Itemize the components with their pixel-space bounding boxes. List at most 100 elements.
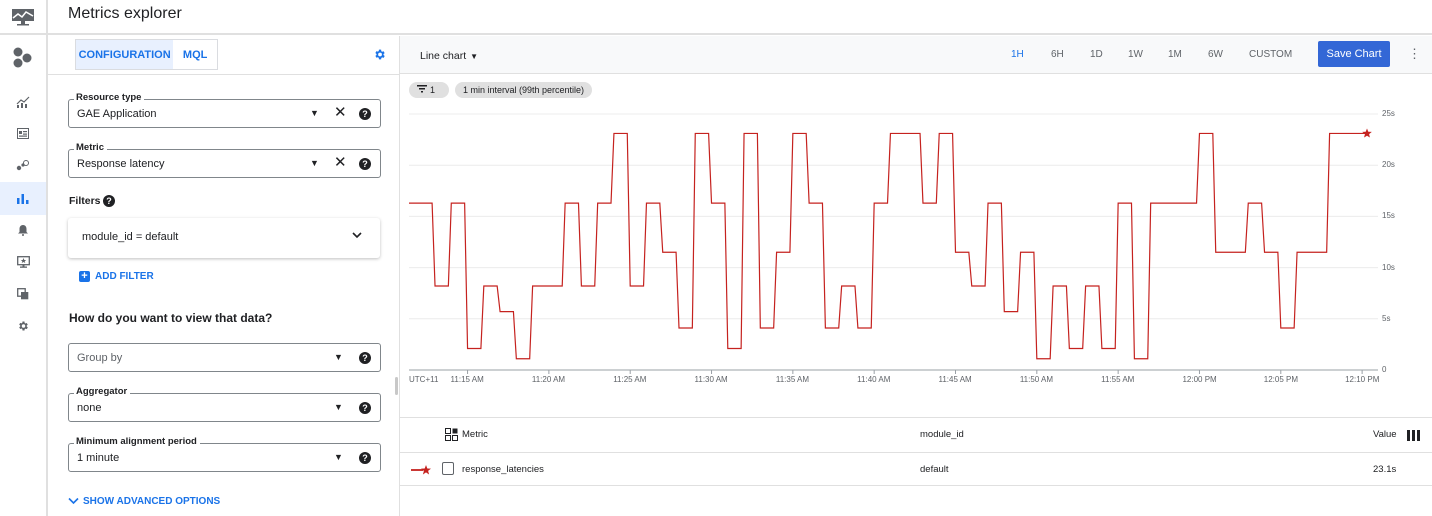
metric-name: response_latencies [462, 464, 544, 475]
range-1h[interactable]: 1H [1011, 49, 1024, 60]
filter-item[interactable]: module_id = default [68, 218, 380, 258]
range-6w[interactable]: 6W [1208, 49, 1223, 60]
x-tick-label: 11:20 AM [531, 375, 566, 384]
range-1w[interactable]: 1W [1128, 49, 1143, 60]
help-icon[interactable]: ? [103, 195, 115, 207]
chart-toolbar: Line chart ▼ 1H 6H 1D 1W 1M 6W CUSTOM Sav… [400, 36, 1432, 74]
monitoring-logo-icon[interactable] [0, 0, 46, 35]
left-nav [0, 0, 48, 516]
table-row[interactable]: response_latencies default 23.1s [400, 453, 1432, 485]
x-tick-label: 11:25 AM [613, 375, 647, 384]
divider [48, 74, 399, 75]
resource-type-select[interactable]: Resource type GAE Application ▼ ✕ ? [68, 92, 381, 128]
add-filter-label: ADD FILTER [95, 271, 154, 282]
chevron-down-icon[interactable] [351, 228, 363, 246]
clear-x-icon[interactable]: ✕ [334, 154, 347, 171]
alerting-bell-icon[interactable] [0, 214, 46, 246]
help-icon[interactable]: ? [359, 352, 371, 364]
x-tick-label: 12:00 PM [1182, 375, 1217, 384]
group-by-select[interactable]: Group by ▼ ? [68, 343, 381, 372]
y-tick-label: 10s [1382, 262, 1395, 272]
hexagon-product-icon[interactable] [0, 41, 46, 75]
interval-chip[interactable]: 1 min interval (99th percentile) [455, 82, 593, 98]
chart-type-value: Line chart [420, 50, 467, 62]
aggregator-select[interactable]: Aggregator none ▼ ? [68, 386, 381, 422]
metric-value: Response latency [77, 158, 165, 170]
add-plus-icon: + [79, 271, 90, 282]
range-1d[interactable]: 1D [1090, 49, 1103, 60]
settings-gear-icon[interactable] [0, 310, 46, 342]
help-icon[interactable]: ? [359, 158, 371, 170]
view-data-heading: How do you want to view that data? [69, 311, 273, 325]
group-by-placeholder: Group by [77, 352, 123, 364]
filter-count: 1 [430, 85, 436, 95]
dashboards-icon[interactable] [0, 117, 46, 149]
latest-value: 23.1s [1373, 464, 1397, 475]
x-tick-label: 11:55 AM [1101, 375, 1135, 384]
alignment-period-label: Minimum alignment period [74, 436, 200, 447]
tab-configuration[interactable]: CONFIGURATION [76, 40, 174, 69]
timezone-label: UTC+11 [409, 375, 439, 384]
line-chart [409, 113, 1378, 374]
settings-gear-icon[interactable] [373, 48, 386, 66]
alignment-period-select[interactable]: Minimum alignment period 1 minute ▼ ? [68, 436, 381, 472]
range-6h[interactable]: 6H [1051, 49, 1064, 60]
x-tick-label: 11:35 AM [775, 375, 810, 384]
page-title: Metrics explorer [68, 5, 182, 22]
filter-count-chip[interactable]: 1 [409, 82, 449, 98]
x-tick-label: 11:30 AM [694, 375, 728, 384]
services-icon[interactable] [0, 149, 46, 181]
add-filter-button[interactable]: + ADD FILTER [79, 271, 154, 282]
column-header-value[interactable]: Value [1373, 429, 1397, 440]
uptime-monitor-icon[interactable] [0, 246, 46, 278]
dropdown-caret-icon[interactable]: ▼ [310, 158, 319, 168]
metric-select[interactable]: Metric Response latency ▼ ✕ ? [68, 142, 381, 178]
overview-chart-icon[interactable] [0, 86, 46, 118]
dropdown-caret-icon[interactable]: ▼ [310, 108, 319, 118]
help-icon[interactable]: ? [359, 402, 371, 414]
y-tick-label: 25s [1382, 109, 1395, 118]
show-advanced-label: SHOW ADVANCED OPTIONS [83, 495, 221, 507]
range-custom[interactable]: CUSTOM [1249, 49, 1293, 60]
x-tick-label: 11:15 AM [450, 375, 484, 384]
x-tick-label: 12:10 PM [1345, 375, 1380, 384]
range-1m[interactable]: 1M [1168, 49, 1182, 60]
dropdown-caret-icon[interactable]: ▼ [334, 402, 343, 412]
x-tick-label: 11:50 AM [1019, 375, 1054, 384]
groups-icon[interactable] [0, 278, 46, 310]
chart-panel: Line chart ▼ 1H 6H 1D 1W 1M 6W CUSTOM Sav… [400, 36, 1432, 516]
alignment-period-value: 1 minute [77, 452, 120, 464]
configuration-panel: CONFIGURATION MQL Resource type GAE Appl… [48, 36, 400, 516]
help-icon[interactable]: ? [359, 452, 371, 464]
series-line [409, 132, 1367, 360]
filters-label: Filters [69, 195, 101, 207]
x-tick-label: 11:40 AM [857, 375, 891, 384]
metrics-explorer-icon[interactable] [0, 182, 46, 215]
dropdown-caret-icon: ▼ [470, 52, 479, 61]
row-checkbox[interactable] [442, 462, 454, 475]
column-picker-icon[interactable] [445, 428, 458, 446]
columns-icon[interactable] [1407, 428, 1420, 446]
save-chart-button[interactable]: Save Chart [1318, 41, 1390, 67]
clear-x-icon[interactable]: ✕ [334, 104, 347, 121]
tab-mql[interactable]: MQL [182, 48, 208, 61]
help-icon[interactable]: ? [359, 108, 371, 120]
series-end-star-icon [1362, 128, 1372, 138]
metric-label: Metric [74, 142, 107, 153]
column-header-metric[interactable]: Metric [462, 429, 488, 440]
column-header-module-id[interactable]: module_id [920, 429, 964, 440]
panel-resize-handle[interactable] [395, 377, 398, 395]
aggregator-label: Aggregator [74, 386, 131, 397]
dropdown-caret-icon[interactable]: ▼ [334, 352, 343, 362]
resource-type-value: GAE Application [77, 108, 157, 120]
more-vert-icon[interactable]: ⋮ [1408, 46, 1421, 61]
page-header: Metrics explorer [48, 0, 1432, 35]
y-tick-label: 0 [1382, 365, 1387, 374]
chevron-down-icon [68, 492, 79, 510]
filter-expression: module_id = default [82, 231, 179, 243]
module-id-value: default [920, 464, 949, 475]
show-advanced-options-button[interactable]: SHOW ADVANCED OPTIONS [68, 492, 220, 510]
x-tick-label: 11:45 AM [938, 375, 972, 384]
chart-type-select[interactable]: Line chart ▼ [420, 50, 478, 63]
dropdown-caret-icon[interactable]: ▼ [334, 452, 343, 462]
